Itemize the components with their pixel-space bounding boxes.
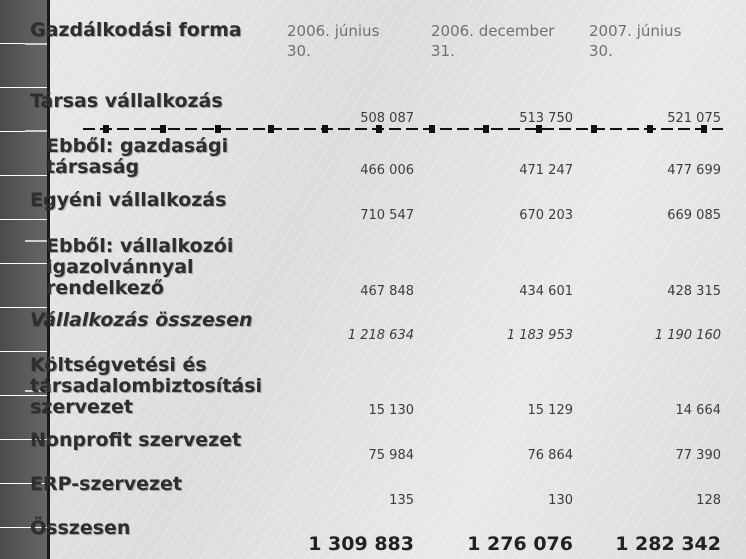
cell-tarsas-2006-dec: 513 750: [519, 111, 573, 126]
cell-kv-2006-june: 15 130: [368, 403, 415, 418]
cell-erp-2007-june: 128: [696, 493, 721, 508]
cell-vo-2006-dec: 1 183 953: [506, 328, 573, 343]
row-label-nonprofit: Nonprofit szervezet: [30, 429, 242, 451]
header-date-2006-december: 2006. december 31.: [431, 22, 555, 60]
row-label-vallalkozoi-igazolvany: Ebből: vállalkozói igazolvánnyal rendelk…: [46, 235, 234, 299]
cell-vo-2006-june: 1 218 634: [347, 328, 414, 343]
cell-total-2007-june: 1 282 342: [615, 533, 721, 555]
cell-np-2006-dec: 76 864: [527, 448, 574, 463]
header-date-2006-june: 2006. június 30.: [287, 22, 380, 60]
left-decorative-bar: [0, 0, 50, 559]
cell-egyeni-2007-june: 669 085: [667, 208, 721, 223]
cell-egyeni-2006-june: 710 547: [360, 208, 414, 223]
row-label-koltsegvetesi: Költségvetési és társadalombiztosítási s…: [30, 354, 263, 418]
cell-total-2006-dec: 1 276 076: [467, 533, 573, 555]
cell-total-2006-june: 1 309 883: [308, 533, 414, 555]
cell-vi-2006-june: 467 848: [360, 284, 414, 299]
cell-kv-2006-dec: 15 129: [527, 403, 574, 418]
row-label-tarsas: Társas vállalkozás: [30, 90, 223, 112]
header-date-2007-june: 2007. június 30.: [589, 22, 682, 60]
row-label-gazdasagi-tarsasag: Ebből: gazdasági társaság: [46, 135, 229, 178]
bar-notch: [25, 390, 47, 392]
row-label-erp: ERP-szervezet: [30, 473, 183, 495]
bar-notch: [25, 43, 47, 45]
cell-erp-2006-dec: 130: [548, 493, 573, 508]
cell-vi-2006-dec: 434 601: [519, 284, 573, 299]
row-label-osszesen: Összesen: [30, 517, 131, 539]
header-form-label: Gazdálkodási forma: [30, 19, 242, 41]
cell-np-2007-june: 77 390: [675, 448, 722, 463]
cell-gt-2007-june: 477 699: [667, 163, 721, 178]
cell-egyeni-2006-dec: 670 203: [519, 208, 573, 223]
cell-gt-2006-june: 466 006: [360, 163, 414, 178]
cell-tarsas-2007-june: 521 075: [667, 111, 721, 126]
cell-kv-2007-june: 14 664: [675, 403, 722, 418]
cell-np-2006-june: 75 984: [368, 448, 415, 463]
bar-notch: [25, 240, 47, 242]
dashed-divider: [83, 125, 723, 133]
row-label-vallalkozas-osszesen: Vállalkozás összesen: [30, 309, 253, 331]
cell-vo-2007-june: 1 190 160: [654, 328, 721, 343]
row-label-egyeni: Egyéni vállalkozás: [30, 189, 227, 211]
cell-tarsas-2006-june: 508 087: [360, 111, 414, 126]
cell-vi-2007-june: 428 315: [667, 284, 721, 299]
cell-gt-2006-dec: 471 247: [519, 163, 573, 178]
cell-erp-2006-june: 135: [389, 493, 414, 508]
bar-notch: [25, 130, 47, 132]
